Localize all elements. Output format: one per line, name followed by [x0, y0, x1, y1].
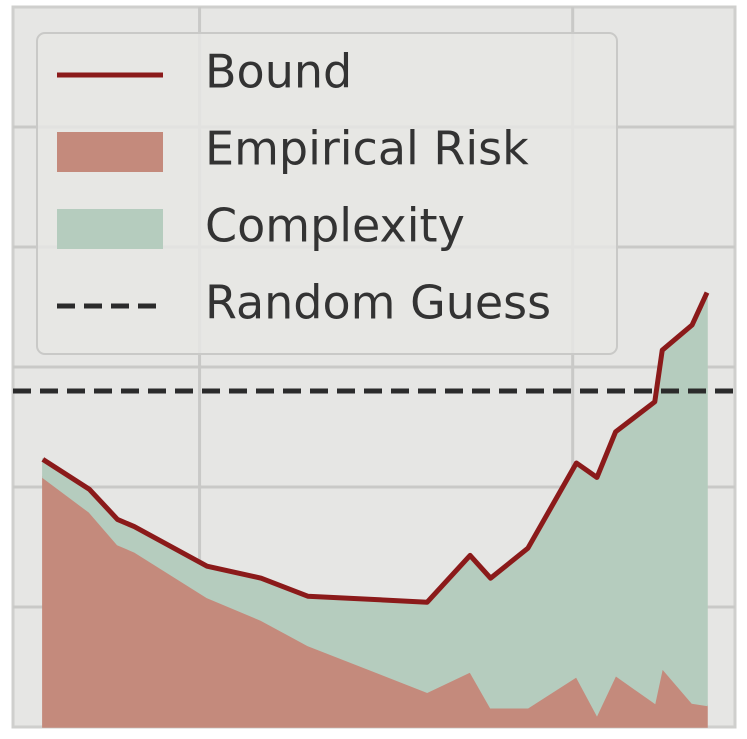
legend-swatch [57, 209, 163, 249]
legend-label: Complexity [205, 199, 465, 253]
legend-label: Empirical Risk [205, 122, 529, 176]
line [41, 291, 710, 605]
legend [36, 32, 618, 355]
legend-swatch [57, 132, 163, 172]
legend-label: Bound [205, 45, 352, 99]
legend-label: Random Guess [205, 276, 551, 330]
